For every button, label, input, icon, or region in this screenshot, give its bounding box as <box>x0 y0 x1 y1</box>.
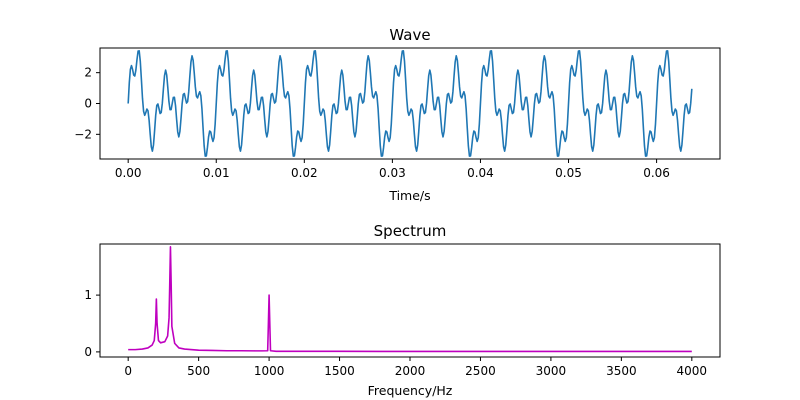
spectrum-x-tick-label: 0 <box>124 364 132 378</box>
wave-y-tick-label: −2 <box>74 127 92 141</box>
spectrum-x-ticks: 0 500 1000 1500 2000 2500 3000 3500 4000 <box>124 357 707 378</box>
wave-x-tick-label: 0.04 <box>467 166 494 180</box>
wave-y-ticks: −2 0 2 <box>74 66 100 141</box>
spectrum-y-tick-label: 1 <box>84 288 92 302</box>
spectrum-title: Spectrum <box>374 222 447 240</box>
wave-x-tick-label: 0.03 <box>379 166 406 180</box>
wave-x-tick-label: 0.02 <box>291 166 318 180</box>
spectrum-x-tick-label: 2000 <box>395 364 426 378</box>
wave-title: Wave <box>389 26 430 44</box>
wave-axes: Wave 0.00 0.01 0.02 0.03 0.04 0.05 0.06 −2 0 2 T… <box>74 26 721 203</box>
spectrum-x-tick-label: 3500 <box>606 364 637 378</box>
wave-x-tick-label: 0.05 <box>555 166 582 180</box>
spectrum-x-tick-label: 1000 <box>254 364 285 378</box>
wave-x-tick-label: 0.06 <box>643 166 670 180</box>
spectrum-axes: Spectrum 0 500 1000 1500 2000 2500 3000 3500 400… <box>84 222 721 398</box>
wave-x-ticks: 0.00 0.01 0.02 0.03 0.04 0.05 0.06 <box>115 159 670 180</box>
spectrum-y-ticks: 01 <box>84 288 100 359</box>
wave-x-tick-label: 0.01 <box>203 166 230 180</box>
spectrum-x-tick-label: 2500 <box>465 364 496 378</box>
wave-plot-area <box>127 50 693 157</box>
spectrum-plot-area <box>128 246 692 353</box>
spectrum-axes-frame <box>99 243 721 358</box>
wave-x-tick-label: 0.00 <box>115 166 142 180</box>
spectrum-x-axis-label: Frequency/Hz <box>368 383 453 398</box>
spectrum-x-tick-label: 500 <box>187 364 210 378</box>
wave-series-line <box>127 50 693 157</box>
wave-x-axis-label: Time/s <box>388 188 430 203</box>
spectrum-x-tick-label: 3000 <box>536 364 567 378</box>
spectrum-series-line <box>128 246 692 353</box>
wave-y-tick-label: 0 <box>84 97 92 111</box>
wave-y-tick-label: 2 <box>84 66 92 80</box>
spectrum-y-tick-label: 0 <box>84 345 92 359</box>
spectrum-x-tick-label: 4000 <box>677 364 708 378</box>
spectrum-x-tick-label: 1500 <box>324 364 355 378</box>
